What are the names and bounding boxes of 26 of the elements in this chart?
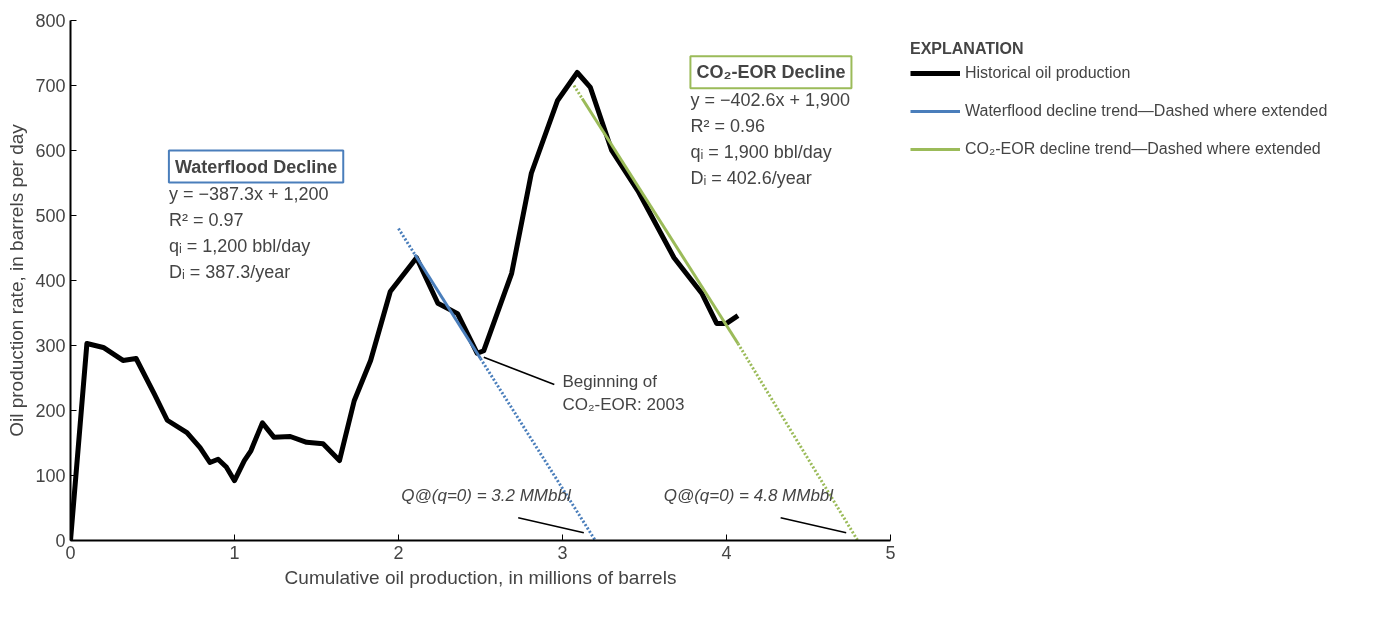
y-tick-label: 400 bbox=[35, 271, 66, 291]
annotation: CO₂-EOR Decline bbox=[696, 62, 846, 83]
annotation: Waterflood Decline bbox=[174, 156, 338, 177]
y-tick-label: 200 bbox=[35, 401, 66, 421]
x-tick-label: 3 bbox=[557, 542, 568, 563]
x-tick-label: 1 bbox=[229, 542, 240, 563]
annotation: Q@(q=0) = 3.2 MMbbl bbox=[401, 485, 572, 505]
x-tick-label: 4 bbox=[721, 542, 732, 563]
x-tick-label: 2 bbox=[393, 542, 404, 563]
legend-title: EXPLANATION bbox=[910, 40, 1025, 58]
y-tick-label: 700 bbox=[35, 76, 66, 96]
y-tick-label: 300 bbox=[35, 336, 66, 356]
annotation: y = −387.3x + 1,200 R² = 0.97 qᵢ = 1,200 bbl/day Dᵢ = 387.3/year bbox=[168, 184, 329, 283]
legend-label: CO₂-EOR decline trend—Dashed where extended bbox=[965, 140, 1321, 158]
y-tick-label: 100 bbox=[35, 466, 66, 486]
y-axis-title: Oil production rate, in barrels per day bbox=[6, 123, 28, 437]
annotation: Q@(q=0) = 4.8 MMbbl bbox=[663, 485, 835, 505]
y-tick-label: 800 bbox=[35, 11, 66, 31]
x-tick-label: 5 bbox=[885, 542, 896, 563]
y-tick-label: 500 bbox=[35, 206, 66, 226]
y-tick-label: 600 bbox=[35, 141, 66, 161]
legend-label: Waterflood decline trend—Dashed where extended bbox=[965, 102, 1328, 120]
annotation: Beginning of CO₂-EOR: 2003 bbox=[562, 371, 685, 415]
x-axis-title: Cumulative oil production, in millions of barrels bbox=[284, 566, 677, 588]
legend-label: Historical oil production bbox=[965, 64, 1131, 82]
annotation: y = −402.6x + 1,900 R² = 0.96 qᵢ = 1,900 bbl/day Dᵢ = 402.6/year bbox=[690, 90, 851, 189]
